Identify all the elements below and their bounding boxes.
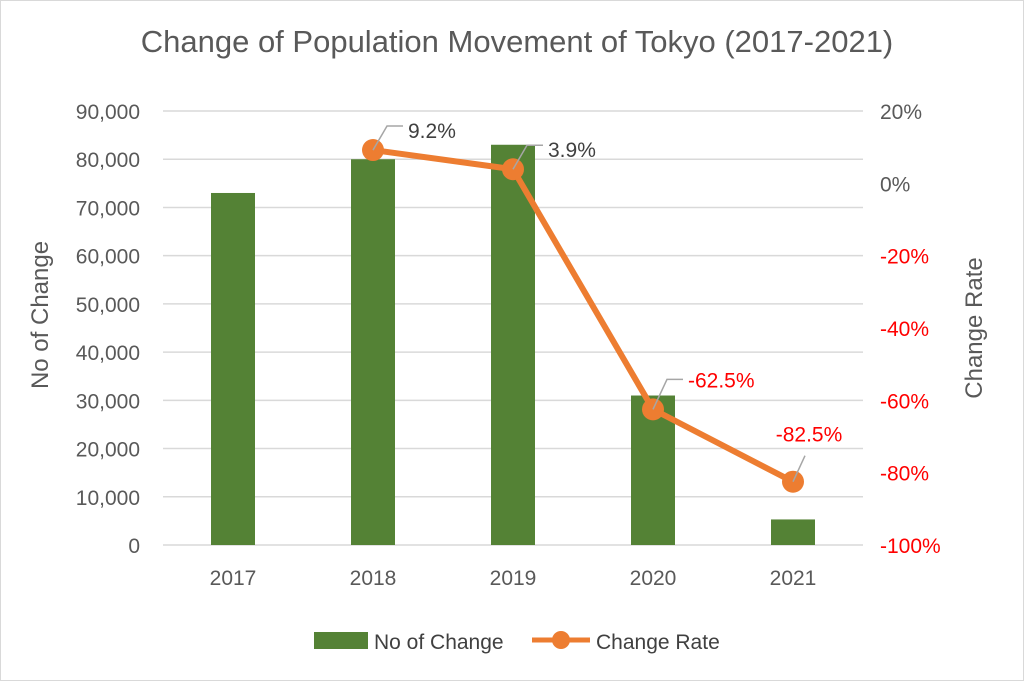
y-tick-label: 30,000	[76, 390, 140, 413]
y-tick-label: 40,000	[76, 342, 140, 365]
legend-label-bar: No of Change	[374, 631, 504, 654]
leader-line	[372, 125, 403, 151]
bar-2018	[351, 159, 395, 545]
bar-2020	[631, 395, 675, 545]
y2-tick-label: -60%	[880, 390, 929, 413]
y-axis-label: No of Change	[27, 241, 54, 389]
data-label: -62.5%	[688, 369, 755, 392]
y2-tick-label: -80%	[880, 463, 929, 486]
y2-tick-label: -20%	[880, 246, 929, 269]
change-rate-line	[372, 147, 795, 485]
x-tick-label: 2019	[490, 567, 537, 590]
y-tick-label: 90,000	[76, 101, 140, 124]
data-label: 9.2%	[408, 120, 456, 143]
data-label: 3.9%	[548, 139, 596, 162]
bar-2017	[211, 192, 255, 545]
data-label: -82.5%	[776, 424, 843, 447]
legend-label-line: Change Rate	[596, 631, 720, 654]
y-tick-label: 70,000	[76, 197, 140, 220]
y-tick-label: 50,000	[76, 294, 140, 317]
y2-tick-label: -40%	[880, 318, 929, 341]
leader-line	[512, 144, 543, 170]
y2-tick-label: 20%	[880, 101, 922, 124]
bar-2021	[771, 519, 815, 545]
legend-swatch-bar	[314, 632, 368, 649]
y-tick-label: 0	[128, 535, 140, 558]
y-tick-label: 60,000	[76, 246, 140, 269]
y-tick-label: 10,000	[76, 487, 140, 510]
leader-line	[652, 378, 683, 410]
bar-2019	[491, 144, 535, 545]
y2-axis-label: Change Rate	[961, 257, 988, 398]
x-tick-label: 2020	[630, 567, 677, 590]
legend-marker	[552, 631, 570, 649]
y2-tick-label: 0%	[880, 173, 910, 196]
y2-tick-label: -100%	[880, 535, 941, 558]
legend: No of Change Change Rate	[314, 631, 720, 654]
x-tick-label: 2017	[210, 567, 257, 590]
x-tick-label: 2018	[350, 567, 397, 590]
chart-title: Change of Population Movement of Tokyo (…	[141, 24, 894, 59]
y-tick-label: 80,000	[76, 149, 140, 172]
x-tick-label: 2021	[770, 567, 817, 590]
y-tick-label: 20,000	[76, 439, 140, 462]
leader-line	[792, 455, 806, 483]
